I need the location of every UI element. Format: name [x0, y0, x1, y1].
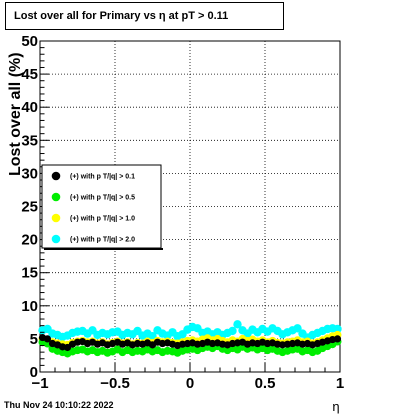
y-tick-label-2: 10	[21, 298, 38, 315]
legend-shadow	[44, 248, 163, 250]
series-1	[38, 337, 342, 358]
data-point	[333, 324, 342, 334]
y-tick-label-3: 15	[21, 265, 38, 282]
x-tick-label-0: −1	[31, 375, 48, 392]
legend-label-0: (+) with p T/|q| > 0.1	[70, 174, 135, 181]
series-0	[38, 333, 342, 352]
y-tick-label-5: 25	[21, 199, 38, 216]
chart-title: Lost over all for Primary vs η at pT > 0…	[5, 2, 284, 30]
legend-label-2: (+) with p T/|q| > 1.0	[70, 216, 135, 223]
legend-label-1: (+) with p T/|q| > 0.5	[70, 195, 135, 202]
legend-marker-0	[51, 171, 61, 181]
timestamp: Thu Nov 24 10:10:22 2022	[4, 400, 114, 410]
x-tick-label-3: 0.5	[255, 375, 276, 392]
grid	[40, 41, 340, 372]
y-tick-label-8: 40	[21, 99, 38, 116]
x-tick-label-2: 0	[186, 375, 194, 392]
axes: 0 5 10 15 20 25 30 35 40 45 50 −1 −0.5 0 0.5 1	[21, 33, 344, 392]
data-point	[228, 326, 237, 336]
y-tick-label-10: 50	[21, 33, 38, 50]
x-axis-title: η	[332, 399, 339, 414]
y-tick-label-4: 20	[21, 232, 38, 249]
x-tick-label-1: −0.5	[100, 375, 130, 392]
legend-marker-1	[51, 192, 61, 202]
y-tick-label-9: 45	[21, 66, 38, 83]
y-axis-title: Lost over all (%)	[7, 52, 24, 176]
data-point	[233, 320, 242, 329]
y-tick-label-6: 30	[21, 165, 38, 182]
data-point	[333, 335, 342, 343]
legend-marker-2	[51, 213, 61, 223]
legend-label-3: (+) with p T/|q| > 2.0	[70, 237, 135, 244]
legend-marker-3	[51, 234, 61, 244]
y-tick-label-0: 0	[30, 364, 38, 381]
data-points	[38, 320, 342, 358]
x-tick-label-4: 1	[336, 375, 344, 392]
legend: (+) with p T/|q| > 0.1 (+) with p T/|q| >…	[41, 164, 163, 250]
legend-box	[41, 164, 162, 249]
y-tick-label-1: 5	[30, 331, 38, 348]
series-3	[38, 320, 342, 342]
data-point	[293, 324, 302, 333]
y-tick-label-7: 35	[21, 132, 38, 149]
